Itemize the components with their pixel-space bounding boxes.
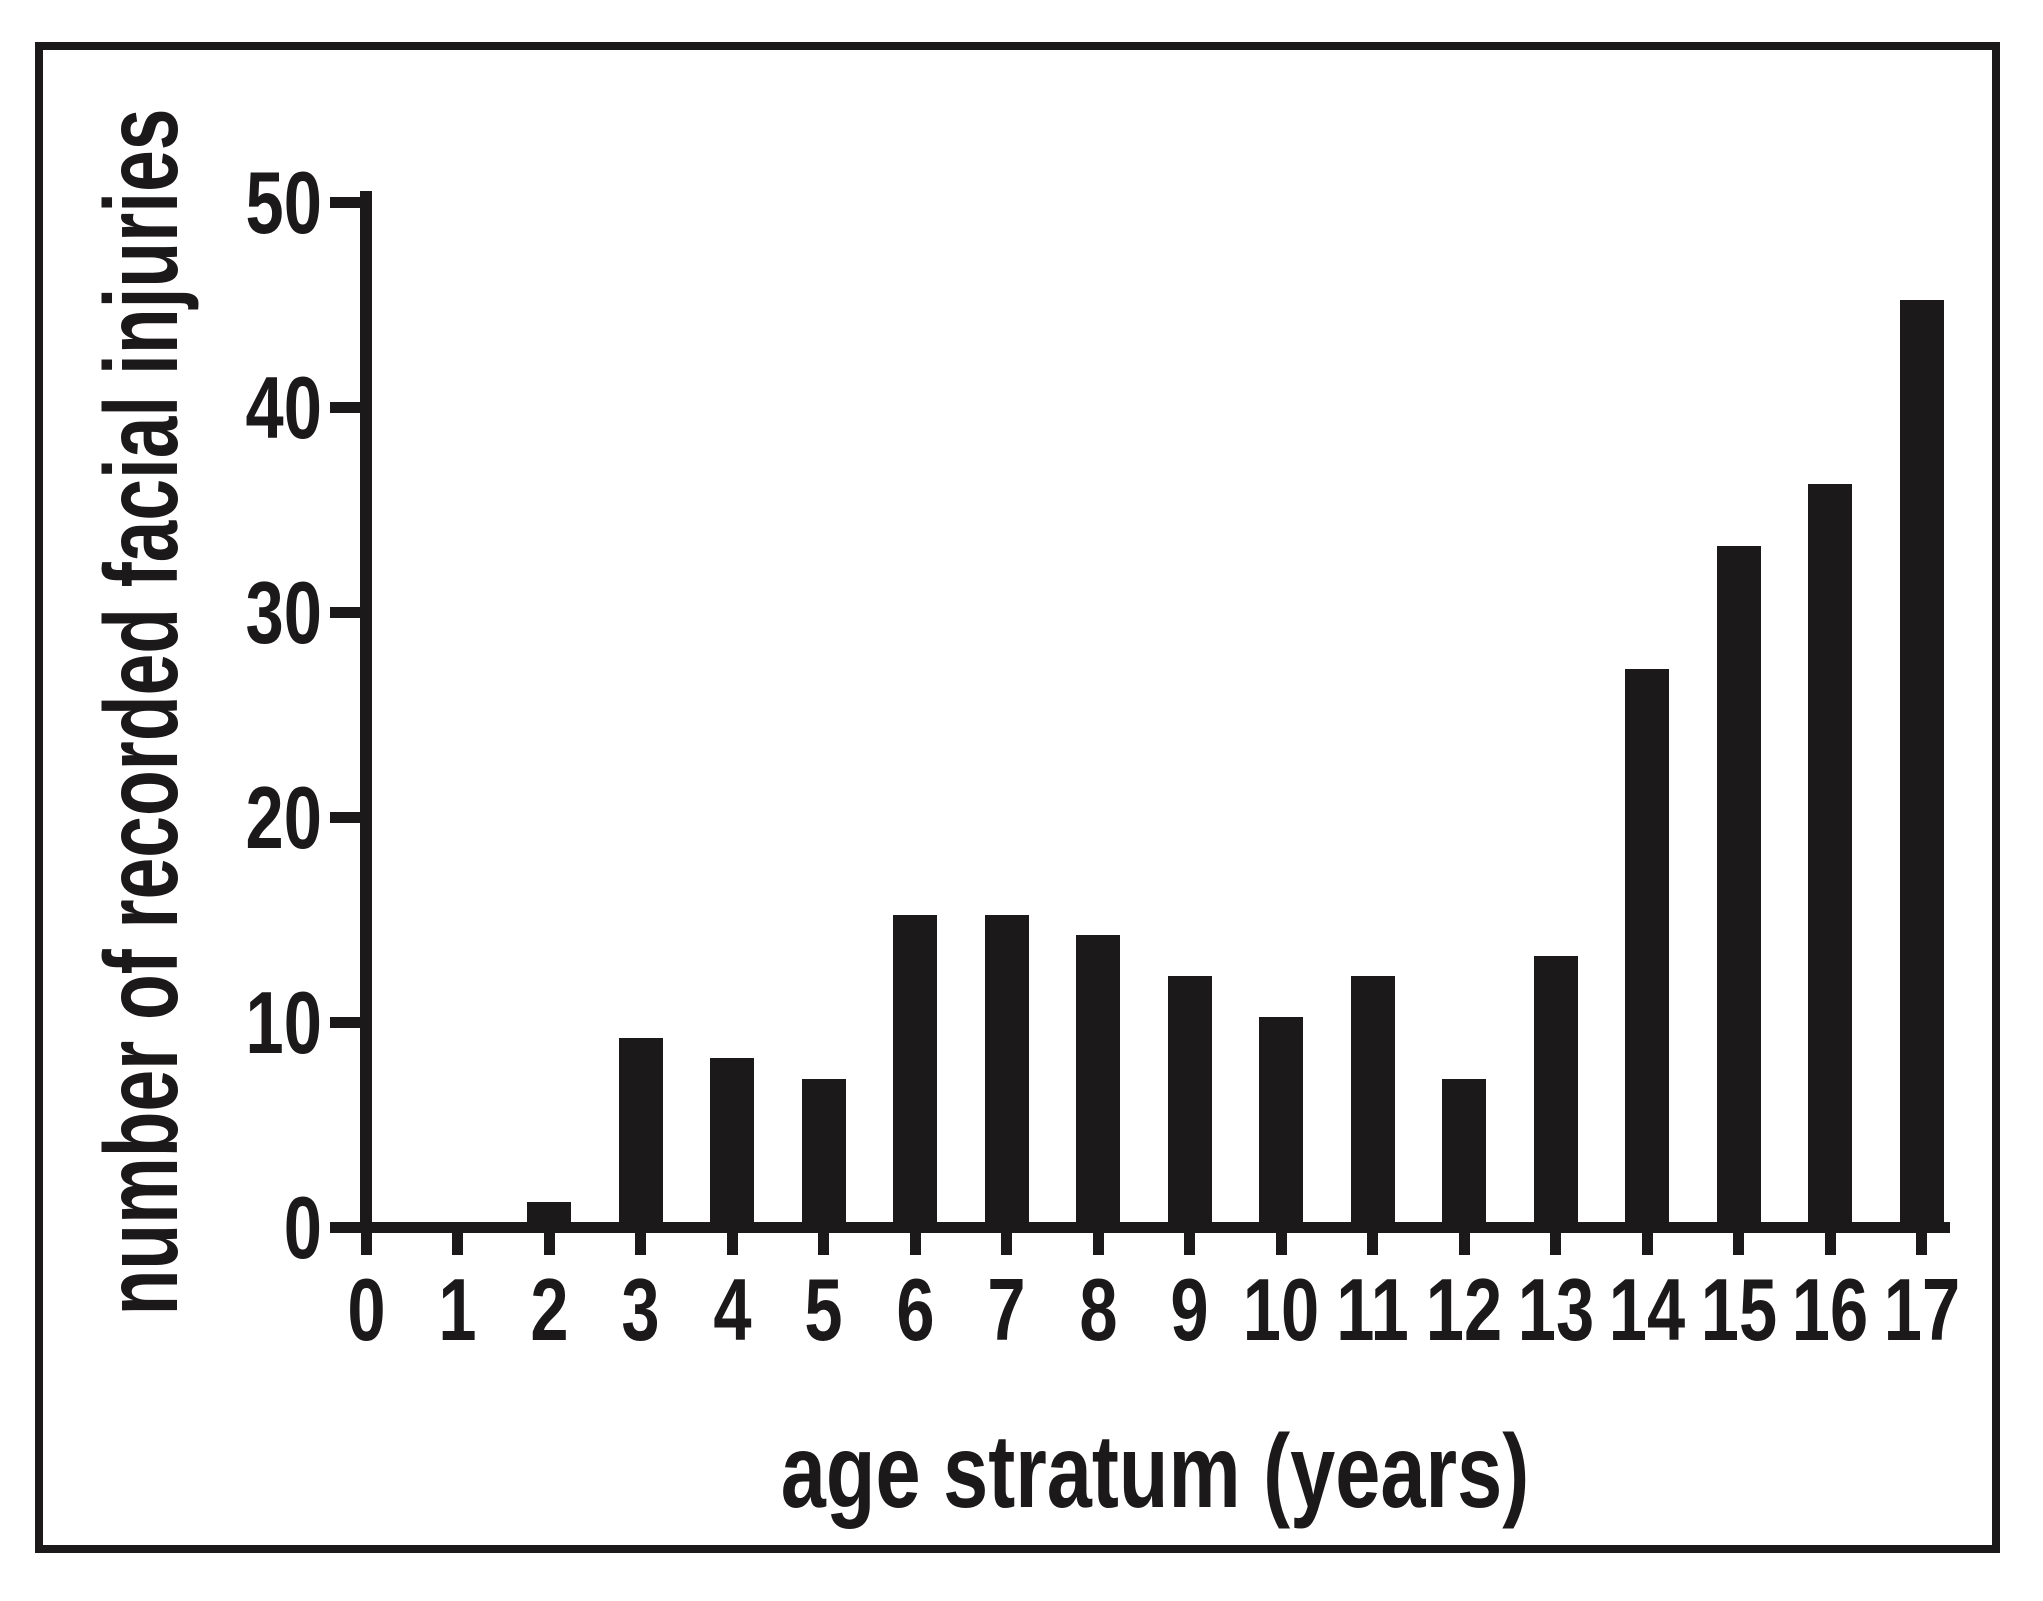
x-tick-label-3: 3 <box>561 1258 721 1362</box>
y-tick-label-text-30: 30 <box>245 562 322 662</box>
x-tick-7 <box>1001 1233 1012 1255</box>
x-tick-label-text-5: 5 <box>804 1260 843 1359</box>
y-tick-label-30: 30 <box>102 561 322 665</box>
x-tick-label-1: 1 <box>378 1258 538 1362</box>
x-tick-9 <box>1184 1233 1195 1255</box>
x-tick-2 <box>543 1233 555 1255</box>
x-tick-15 <box>1733 1233 1744 1255</box>
x-tick-label-14: 14 <box>1567 1258 1727 1362</box>
x-tick-label-2: 2 <box>469 1258 629 1362</box>
x-tick-3 <box>635 1233 646 1255</box>
x-tick-label-text-13: 13 <box>1517 1260 1594 1359</box>
x-tick-label-text-2: 2 <box>529 1260 569 1359</box>
x-tick-label-text-4: 4 <box>712 1260 752 1359</box>
bar-age-9 <box>1167 976 1212 1233</box>
bar-age-13 <box>1533 955 1578 1233</box>
x-tick-label-text-9: 9 <box>1170 1260 1209 1359</box>
x-tick-label-text-14: 14 <box>1608 1260 1686 1359</box>
bar-age-12 <box>1442 1078 1486 1233</box>
x-tick-12 <box>1458 1233 1470 1255</box>
x-tick-label-text-0: 0 <box>346 1260 386 1359</box>
x-tick-label-17: 17 <box>1842 1258 2002 1362</box>
x-axis-title-text: age stratum (years) <box>780 1414 1530 1530</box>
y-tick-label-10: 10 <box>102 971 322 1075</box>
x-tick-14 <box>1641 1233 1653 1255</box>
bar-age-6 <box>893 914 937 1233</box>
x-tick-label-text-11: 11 <box>1336 1260 1409 1359</box>
y-tick-label-text-0: 0 <box>283 1177 322 1277</box>
bar-age-16 <box>1808 484 1852 1233</box>
x-tick-label-15: 15 <box>1659 1258 1819 1362</box>
y-tick-20 <box>330 812 360 823</box>
x-tick-label-text-6: 6 <box>895 1260 935 1359</box>
x-tick-16 <box>1824 1233 1836 1255</box>
x-tick-label-13: 13 <box>1476 1258 1636 1362</box>
x-tick-1 <box>452 1233 463 1255</box>
x-tick-label-text-7: 7 <box>987 1260 1026 1359</box>
x-tick-label-10: 10 <box>1201 1258 1361 1362</box>
bar-age-3 <box>618 1037 663 1233</box>
y-tick-40 <box>330 402 360 413</box>
y-tick-label-40: 40 <box>102 356 322 460</box>
y-tick-label-text-50: 50 <box>245 152 322 252</box>
x-tick-0 <box>360 1233 372 1255</box>
x-tick-label-0: 0 <box>286 1258 446 1362</box>
x-tick-label-text-12: 12 <box>1425 1260 1503 1359</box>
y-tick-10 <box>330 1017 360 1028</box>
x-tick-17 <box>1916 1233 1927 1255</box>
x-tick-label-8: 8 <box>1018 1258 1178 1362</box>
y-tick-label-20: 20 <box>102 766 322 870</box>
x-tick-5 <box>818 1233 829 1255</box>
x-tick-label-text-8: 8 <box>1078 1260 1118 1359</box>
x-tick-label-4: 4 <box>652 1258 812 1362</box>
x-tick-8 <box>1092 1233 1104 1255</box>
y-axis-title-text: number of recorded facial injuries <box>84 108 200 1316</box>
x-tick-13 <box>1550 1233 1561 1255</box>
y-tick-label-50: 50 <box>102 151 322 255</box>
x-tick-11 <box>1367 1233 1378 1255</box>
y-tick-50 <box>330 197 360 208</box>
bar-age-7 <box>984 914 1029 1233</box>
bar-age-4 <box>710 1058 754 1233</box>
x-tick-label-11: 11 <box>1293 1258 1453 1362</box>
y-tick-label-text-40: 40 <box>245 357 322 457</box>
bar-age-15 <box>1716 545 1761 1233</box>
x-tick-4 <box>726 1233 738 1255</box>
y-tick-0 <box>330 1222 360 1233</box>
bar-age-5 <box>801 1078 846 1233</box>
x-tick-label-text-1: 1 <box>438 1260 477 1359</box>
x-axis-line <box>360 1222 1950 1233</box>
x-tick-label-12: 12 <box>1384 1258 1544 1362</box>
x-tick-6 <box>909 1233 921 1255</box>
y-tick-label-text-20: 20 <box>245 767 322 867</box>
y-axis-line <box>360 191 372 1233</box>
y-tick-30 <box>330 607 360 618</box>
bar-age-10 <box>1259 1017 1303 1233</box>
bar-age-8 <box>1076 935 1120 1233</box>
x-tick-10 <box>1275 1233 1287 1255</box>
x-tick-label-text-3: 3 <box>621 1260 660 1359</box>
bar-age-17 <box>1899 299 1944 1233</box>
x-tick-label-5: 5 <box>744 1258 904 1362</box>
x-tick-label-9: 9 <box>1110 1258 1270 1362</box>
x-tick-label-6: 6 <box>835 1258 995 1362</box>
x-tick-label-16: 16 <box>1750 1258 1910 1362</box>
x-tick-label-7: 7 <box>927 1258 1087 1362</box>
y-tick-label-text-10: 10 <box>245 972 322 1072</box>
figure-border <box>35 42 2000 1553</box>
x-tick-label-text-10: 10 <box>1242 1260 1320 1359</box>
x-tick-label-text-17: 17 <box>1883 1260 1960 1359</box>
bar-age-11 <box>1350 976 1395 1233</box>
x-tick-label-text-16: 16 <box>1791 1260 1869 1359</box>
bar-age-2 <box>527 1201 571 1233</box>
y-tick-label-0: 0 <box>102 1176 322 1280</box>
x-tick-label-text-15: 15 <box>1700 1260 1777 1359</box>
bar-age-14 <box>1625 668 1669 1233</box>
